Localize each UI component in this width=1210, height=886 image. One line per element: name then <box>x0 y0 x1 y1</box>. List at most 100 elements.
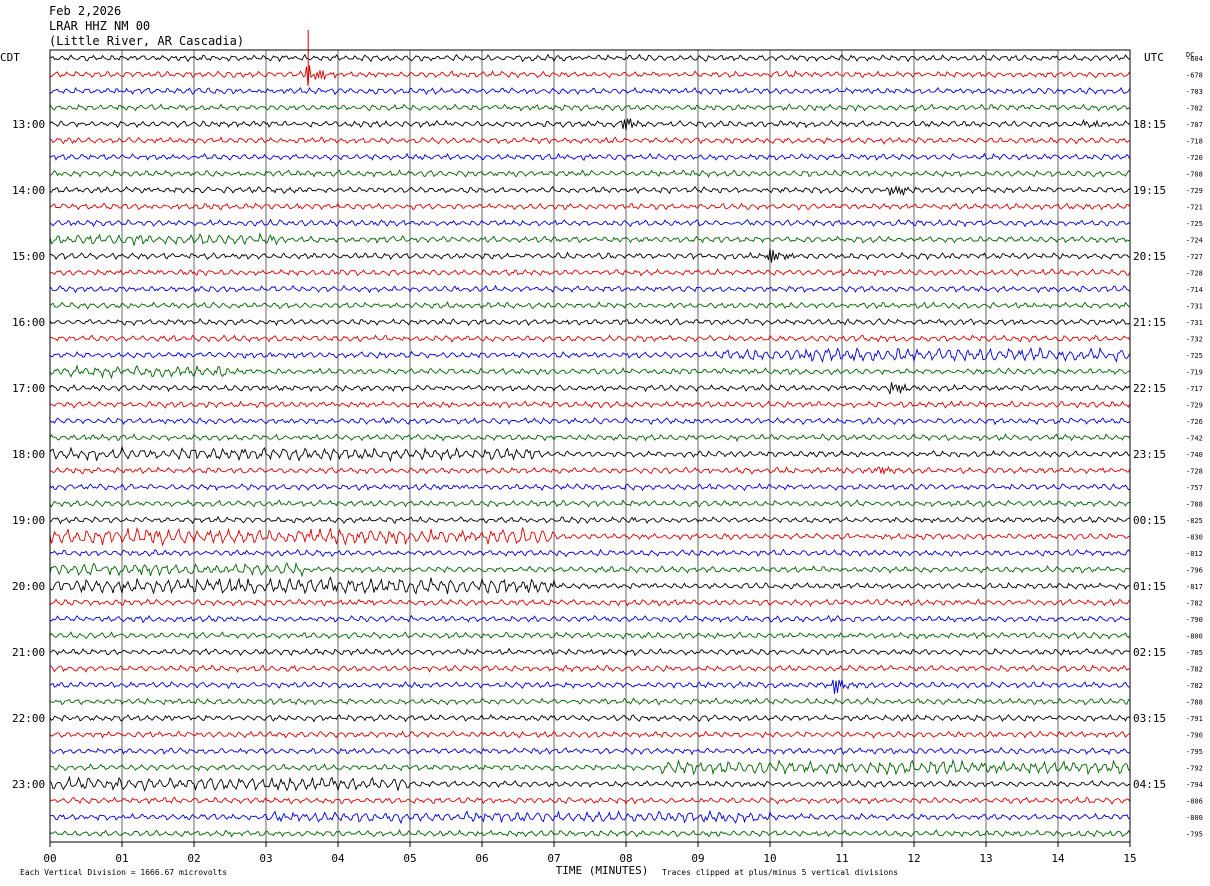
seismic-trace <box>49 218 1131 228</box>
seismic-trace <box>49 65 1131 86</box>
cdt-hour-label: 20:00 <box>12 580 45 593</box>
dc-offset-label: -742 <box>1186 435 1203 443</box>
cdt-hour-label: 14:00 <box>12 184 45 197</box>
axes-labels: -604 -678 -703 -702 -707 -718 -720 -708 -729 -721… <box>0 51 1203 877</box>
seismic-trace <box>49 118 1131 131</box>
seismic-trace <box>49 809 1131 825</box>
seismic-trace <box>49 136 1131 145</box>
dc-offset-label: -719 <box>1186 369 1203 377</box>
seismic-trace <box>49 713 1131 723</box>
dc-header-label: DC <box>1186 51 1194 59</box>
plot-frame <box>49 49 1131 843</box>
dc-offset-label: -726 <box>1186 418 1203 426</box>
dc-offset-label: -703 <box>1186 88 1203 96</box>
dc-offset-label: -791 <box>1186 715 1203 723</box>
dc-offset-label: -725 <box>1186 220 1203 228</box>
dc-offset-label: -724 <box>1186 237 1203 245</box>
seismic-trace <box>49 318 1131 327</box>
cdt-hour-label: 23:00 <box>12 778 45 791</box>
dc-offset-label: -714 <box>1186 286 1203 294</box>
dc-offset-label: -796 <box>1186 567 1203 575</box>
dc-offset-label: -800 <box>1186 814 1203 822</box>
dc-offset-label: -740 <box>1186 451 1203 459</box>
right-axis-label: UTC <box>1144 51 1164 64</box>
footer-scale-note: Each Vertical Division = 1666.67 microvo… <box>20 868 227 877</box>
seismic-trace <box>49 697 1131 706</box>
x-tick-label: 00 <box>43 852 56 865</box>
dc-offset-label: -782 <box>1186 666 1203 674</box>
utc-hour-label: 22:15 <box>1133 382 1166 395</box>
utc-hour-label: 23:15 <box>1133 448 1166 461</box>
cdt-hour-label: 18:00 <box>12 448 45 461</box>
cdt-hour-label: 21:00 <box>12 646 45 659</box>
dc-offset-label: -727 <box>1186 253 1203 261</box>
dc-offset-label: -795 <box>1186 831 1203 839</box>
x-tick-label: 03 <box>259 852 272 865</box>
seismic-trace <box>49 527 1131 547</box>
x-tick-label: 05 <box>403 852 416 865</box>
utc-hour-label: 04:15 <box>1133 778 1166 791</box>
dc-offset-label: -782 <box>1186 682 1203 690</box>
seismic-trace <box>49 465 1131 476</box>
dc-offset-label: -788 <box>1186 501 1203 509</box>
utc-hour-label: 02:15 <box>1133 646 1166 659</box>
x-tick-label: 04 <box>331 852 345 865</box>
dc-offset-label: -702 <box>1186 105 1203 113</box>
utc-hour-label: 03:15 <box>1133 712 1166 725</box>
seismic-trace <box>49 730 1131 739</box>
seismic-trace <box>49 758 1131 776</box>
cdt-hour-label: 15:00 <box>12 250 45 263</box>
seismic-trace <box>49 631 1131 640</box>
seismic-trace <box>49 561 1131 578</box>
x-tick-label: 09 <box>691 852 704 865</box>
cdt-hour-label: 19:00 <box>12 514 45 527</box>
dc-offset-label: -708 <box>1186 171 1203 179</box>
station-name: LRAR HHZ NM 00 <box>49 19 151 33</box>
dc-offset-label: -792 <box>1186 765 1203 773</box>
x-tick-label: 12 <box>907 852 920 865</box>
dc-offset-label: -790 <box>1186 732 1203 740</box>
dc-offset-label: -731 <box>1186 319 1203 327</box>
dc-offset-label: -707 <box>1186 121 1203 129</box>
seismic-trace <box>49 301 1131 310</box>
seismic-trace <box>49 576 1131 595</box>
dc-offset-label: -725 <box>1186 352 1203 360</box>
seismic-trace <box>49 515 1131 525</box>
x-tick-label: 14 <box>1051 852 1065 865</box>
seismic-trace <box>49 248 1131 263</box>
x-axis-title: TIME (MINUTES) <box>556 864 649 877</box>
dc-offset-label: -604 <box>1186 55 1203 63</box>
utc-hour-label: 19:15 <box>1133 184 1166 197</box>
dc-offset-label: -785 <box>1186 649 1203 657</box>
dc-offset-label: -782 <box>1186 600 1203 608</box>
seismic-trace <box>49 232 1131 246</box>
seismic-trace <box>49 103 1131 112</box>
seismic-trace <box>49 152 1131 161</box>
dc-offset-label: -757 <box>1186 484 1203 492</box>
x-tick-label: 13 <box>979 852 992 865</box>
seismic-trace <box>49 86 1131 96</box>
x-tick-label: 01 <box>115 852 128 865</box>
dc-offset-label: -717 <box>1186 385 1203 393</box>
seismic-trace <box>49 334 1131 343</box>
plot-header: Feb 2,2026 LRAR HHZ NM 00 (Little River,… <box>49 4 244 49</box>
x-tick-label: 07 <box>547 852 560 865</box>
seismic-trace <box>49 647 1131 657</box>
utc-hour-label: 18:15 <box>1133 118 1166 131</box>
seismic-trace <box>49 482 1131 492</box>
utc-hour-label: 00:15 <box>1133 514 1166 527</box>
cdt-hour-label: 16:00 <box>12 316 45 329</box>
seismic-trace <box>49 53 1131 63</box>
dc-offset-label: -830 <box>1186 534 1203 542</box>
utc-hour-label: 20:15 <box>1133 250 1166 263</box>
time-grid <box>121 50 1059 842</box>
x-tick-label: 15 <box>1123 852 1136 865</box>
dc-offset-label: -729 <box>1186 187 1203 195</box>
seismic-trace <box>49 664 1131 673</box>
seismic-trace <box>49 364 1131 380</box>
left-axis-label: CDT <box>0 51 20 64</box>
dc-offset-label: -790 <box>1186 616 1203 624</box>
seismic-trace <box>49 400 1131 409</box>
seismic-trace <box>49 679 1131 695</box>
seismic-trace <box>49 775 1130 792</box>
